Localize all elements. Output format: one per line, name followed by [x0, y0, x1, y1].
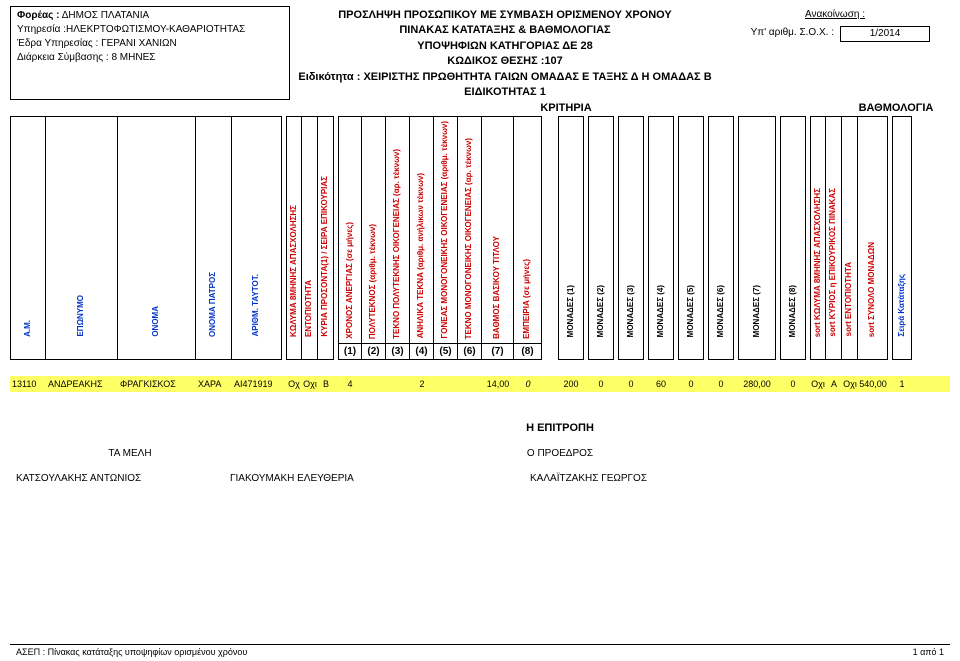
president-label: Ο ΠΡΟΕΔΡΟΣ [410, 448, 710, 459]
announcement-block: Ανακοίνωση : Υπ' αριθμ. Σ.Ο.Χ. : 1/2014 [720, 6, 950, 100]
title-line-2: ΠΙΝΑΚΑΣ ΚΑΤΑΤΑΞΗΣ & ΒΑΘΜΟΛΟΓΙΑΣ [290, 23, 720, 38]
title5-value: ΧΕΙΡΙΣΤΗΣ ΠΡΩΘΗΤΗΤΑ ΓΑΙΩΝ ΟΜΑΔΑΣ Ε ΤΑΞΗΣ… [363, 71, 711, 98]
cell-am: 13110 [10, 379, 46, 389]
member-2: ΓΙΑΚΟΥΜΑΚΗ ΕΛΕΥΘΕΡΙΑ [230, 473, 530, 484]
col-m5: ΜΟΝΑΔΕΣ (5) [687, 281, 696, 341]
committee-title: Η ΕΠΙΤΡΟΠΗ [170, 422, 950, 434]
yp-arithm-label: Υπ' αριθμ. Σ.Ο.Χ. : [720, 26, 840, 42]
col-n4: (4) [410, 343, 433, 359]
cell-s2: Α [826, 379, 842, 389]
col-m8: ΜΟΝΑΔΕΣ (8) [789, 281, 798, 341]
footer-left: ΑΣΕΠ : Πίνακας κατάταξης υποψηφίων ορισμ… [16, 647, 247, 657]
title5-label: Ειδικότητα : [298, 71, 360, 83]
cell-m4: 60 [648, 379, 674, 389]
col-m7: ΜΟΝΑΔΕΣ (7) [753, 281, 762, 341]
cell-patros: ΧΑΡΑ [196, 379, 232, 389]
foreas-label: Φορέας : [17, 10, 59, 21]
members-label: ΤΑ ΜΕΛΗ [10, 448, 250, 459]
ypiresia-label: Υπηρεσία : [17, 24, 66, 35]
cell-m5: 0 [678, 379, 704, 389]
col-n1: (1) [339, 343, 361, 359]
president-name: ΚΑΛΑΪΤΖΑΚΗΣ ΓΕΩΡΓΟΣ [530, 473, 780, 484]
cell-kolyma: Οχ [286, 379, 302, 389]
col-n6: (6) [458, 343, 481, 359]
cell-k4: 2 [410, 379, 434, 389]
title-line-4: ΚΩΔΙΚΟΣ ΘΕΣΗΣ :107 [290, 54, 720, 69]
cell-m8: 0 [780, 379, 806, 389]
org-box: Φορέας : ΔΗΜΟΣ ΠΛΑΤΑΝΙΑ Υπηρεσία :ΗΛΕΚΡΤ… [10, 6, 290, 100]
col-taut: ΑΡΙΘΜ. ΤΑΥΤΟΤ. [252, 270, 261, 341]
col-am: Α.Μ. [24, 316, 33, 341]
col-seira: Σειρά Κατάταξης [898, 270, 907, 341]
col-k3: ΤΕΚΝΟ ΠΟΛΥΤΕΚΝΗΣ ΟΙΚΟΓΕΝΕΙΑΣ (αρ. τέκνων… [393, 145, 402, 343]
col-entop: ΕΝΤΟΠΙΟΤΗΤΑ [305, 276, 314, 341]
col-k7: ΒΑΘΜΟΣ ΒΑΣΙΚΟΥ ΤΙΤΛΟΥ [493, 232, 502, 343]
cell-m3: 0 [618, 379, 644, 389]
col-n2: (2) [362, 343, 385, 359]
col-onoma: ΟΝΟΜΑ [152, 302, 161, 341]
vathm-heading: ΒΑΘΜΟΛΟΓΙΑ [842, 102, 950, 114]
col-kyria: ΚΥΡΙΑ ΠΡΟΣΟΝΤΑ(1) / ΣΕΙΡΑ ΕΠΙΚΟΥΡΙΑΣ [321, 172, 330, 341]
cell-kyria: Β [318, 379, 334, 389]
anakoinosi-label: Ανακοίνωση : [720, 8, 950, 22]
footer: ΑΣΕΠ : Πίνακας κατάταξης υποψηφίων ορισμ… [10, 644, 950, 657]
col-k8: ΕΜΠΕΙΡΙΑ (σε μήνες) [523, 255, 532, 343]
col-k1: ΧΡΟΝΟΣ ΑΝΕΡΓΙΑΣ (σε μήνες) [346, 218, 355, 343]
member-1: ΚΑΤΣΟΥΛΑΚΗΣ ΑΝΤΩΝΙΟΣ [10, 473, 230, 484]
col-n3: (3) [386, 343, 409, 359]
footer-right: 1 από 1 [913, 647, 944, 657]
diarkeia-value: 8 ΜΗΝΕΣ [111, 52, 155, 63]
col-m1: ΜΟΝΑΔΕΣ (1) [567, 281, 576, 341]
col-m2: ΜΟΝΑΔΕΣ (2) [597, 281, 606, 341]
col-s3: sort ΕΝΤΟΠΙΟΤΗΤΑ [845, 258, 854, 340]
ypiresia-value: ΗΛΕΚΡΤΟΦΩΤΙΣΜΟΥ-ΚΑΘΑΡΙΟΤΗΤΑΣ [66, 24, 245, 35]
kritiria-heading: ΚΡΙΤΗΡΙΑ [290, 102, 842, 114]
cell-eponymo: ΑΝΔΡΕΑΚΗΣ [46, 379, 118, 389]
table-row: 13110 ΑΝΔΡΕΑΚΗΣ ΦΡΑΓΚΙΣΚΟΣ ΧΑΡΑ ΑΙ471919… [10, 376, 950, 392]
edra-label: Έδρα Υπηρεσίας : [17, 38, 98, 49]
col-s2: sort ΚΥΡΙΟΣ η ΕΠΙΚΟΥΡΙΚΟΣ ΠΙΝΑΚΑΣ [829, 184, 838, 341]
cell-k7: 14,00 [482, 379, 514, 389]
cell-s3: Οχι [842, 379, 858, 389]
col-s4: sort ΣΥΝΟΛΟ ΜΟΝΑΔΩΝ [868, 238, 877, 341]
header-table: Α.Μ. ΕΠΩΝΥΜΟ ΟΝΟΜΑ ΟΝΟΜΑ ΠΑΤΡΟΣ ΑΡΙΘΜ. Τ… [10, 116, 950, 360]
col-n5: (5) [434, 343, 457, 359]
col-m6: ΜΟΝΑΔΕΣ (6) [717, 281, 726, 341]
col-m4: ΜΟΝΑΔΕΣ (4) [657, 281, 666, 341]
col-m3: ΜΟΝΑΔΕΣ (3) [627, 281, 636, 341]
col-k6: ΤΕΚΝΟ ΜΟΝΟΓΟΝΕΙΚΗΣ ΟΙΚΟΓΕΝΕΙΑΣ (αρ. τέκν… [465, 134, 474, 343]
col-n8: (8) [514, 343, 541, 359]
cell-seira: 1 [892, 379, 912, 389]
page-root: Φορέας : ΔΗΜΟΣ ΠΛΑΤΑΝΙΑ Υπηρεσία :ΗΛΕΚΡΤ… [0, 0, 960, 661]
foreas-value: ΔΗΜΟΣ ΠΛΑΤΑΝΙΑ [62, 10, 150, 21]
col-n7: (7) [482, 343, 513, 359]
col-k4: ΑΝΗΛΙΚΑ ΤΕΚΝΑ (αριθμ. ανήλικων τέκνων) [417, 169, 426, 342]
cell-k1: 4 [338, 379, 362, 389]
title-line-3: ΥΠΟΨΗΦΙΩΝ ΚΑΤΗΓΟΡΙΑΣ ΔΕ 28 [290, 39, 720, 54]
cell-taut: ΑΙ471919 [232, 379, 282, 389]
cell-m7: 280,00 [738, 379, 776, 389]
cell-m1: 200 [558, 379, 584, 389]
section-bar: ΚΡΙΤΗΡΙΑ ΒΑΘΜΟΛΟΓΙΑ [10, 102, 950, 114]
header-block: Φορέας : ΔΗΜΟΣ ΠΛΑΤΑΝΙΑ Υπηρεσία :ΗΛΕΚΡΤ… [10, 6, 950, 100]
cell-m2: 0 [588, 379, 614, 389]
yp-arithm-value: 1/2014 [840, 26, 930, 42]
col-k2: ΠΟΛΥΤΕΚΝΟΣ (αριθμ. τέκνων) [369, 220, 378, 343]
cell-s1: Οχι [810, 379, 826, 389]
cell-onoma: ΦΡΑΓΚΙΣΚΟΣ [118, 379, 196, 389]
col-s1: sort ΚΩΛΥΜΑ 8ΜΗΝΗΣ ΑΠΑΣΧΟΛΗΣΗΣ [814, 184, 823, 341]
col-eponymo: ΕΠΩΝΥΜΟ [77, 291, 86, 341]
title-block: ΠΡΟΣΛΗΨΗ ΠΡΟΣΩΠΙΚΟΥ ΜΕ ΣΥΜΒΑΣΗ ΟΡΙΣΜΕΝΟΥ… [290, 6, 720, 100]
col-patros: ΟΝΟΜΑ ΠΑΤΡΟΣ [209, 268, 218, 341]
col-kolyma: ΚΩΛΥΜΑ 8ΜΗΝΗΣ ΑΠΑΣΧΟΛΗΣΗΣ [290, 201, 299, 341]
committee-block: Η ΕΠΙΤΡΟΠΗ ΤΑ ΜΕΛΗ Ο ΠΡΟΕΔΡΟΣ ΚΑΤΣΟΥΛΑΚΗ… [10, 422, 950, 484]
cell-m6: 0 [708, 379, 734, 389]
col-k5: ΓΟΝΕΑΣ ΜΟΝΟΓΟΝΕΙΚΗΣ ΟΙΚΟΓΕΝΕΙΑΣ (αριθμ. … [441, 117, 450, 343]
cell-entop: Οχι [302, 379, 318, 389]
diarkeia-label: Διάρκεια Σύμβασης : [17, 52, 109, 63]
title-line-1: ΠΡΟΣΛΗΨΗ ΠΡΟΣΩΠΙΚΟΥ ΜΕ ΣΥΜΒΑΣΗ ΟΡΙΣΜΕΝΟΥ… [290, 8, 720, 23]
cell-k8: 0 [514, 379, 542, 389]
cell-s4: 540,00 [858, 379, 888, 389]
edra-value: ΓΕΡΑΝΙ ΧΑΝΙΩΝ [101, 38, 177, 49]
